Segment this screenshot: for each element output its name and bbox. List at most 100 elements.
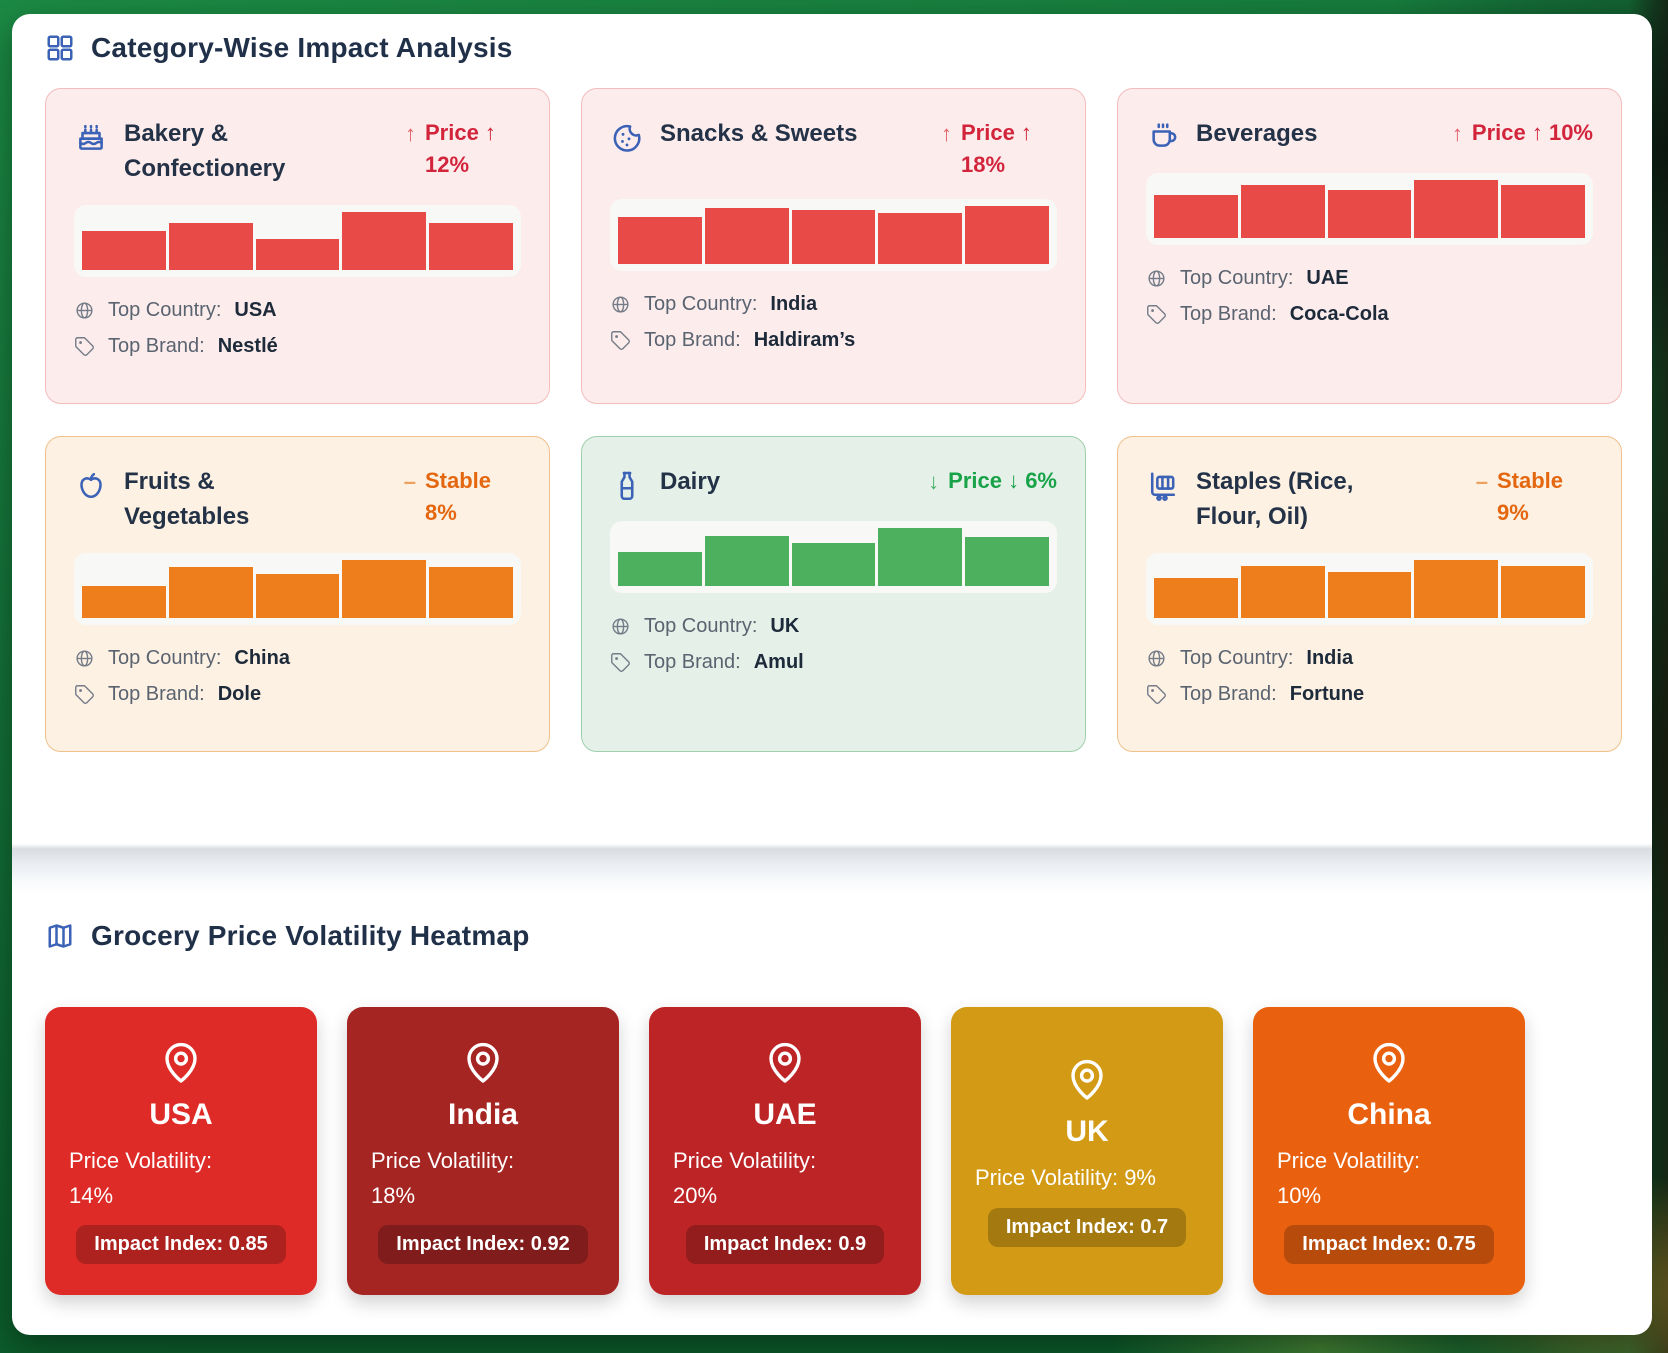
trend-up-icon: ↑ xyxy=(405,121,416,146)
impact-index-badge: Impact Index: 0.7 xyxy=(987,1207,1187,1247)
category-card-staples: Staples (Rice, Flour, Oil) – Stable 9% T… xyxy=(1117,436,1622,752)
top-country-label: Top Country: xyxy=(108,646,222,669)
price-volatility-text: Price Volatility: 14% xyxy=(69,1148,213,1208)
top-brand-value: Fortune xyxy=(1289,682,1365,705)
top-brand-value: Coca-Cola xyxy=(1289,303,1389,325)
impact-index-badge: Impact Index: 0.75 xyxy=(1284,1224,1494,1264)
mini-bar-chart xyxy=(74,552,521,625)
top-country-row: Top Country: India xyxy=(610,293,1057,316)
card-meta: Top Country: China Top Brand: Dole xyxy=(74,647,521,706)
trend-label: Price ↑ 12% xyxy=(425,120,496,177)
trend-up-icon: ↑ xyxy=(941,121,952,146)
location-pin-icon xyxy=(761,1038,809,1086)
top-country-row: Top Country: India xyxy=(1146,647,1593,670)
top-country-value: India xyxy=(770,292,818,315)
category-card-beverages: Beverages ↑ Price ↑ 10% Top Country: UAE xyxy=(1117,88,1622,404)
globe-icon xyxy=(74,300,95,321)
card-meta: Top Country: India Top Brand: Fortune xyxy=(1146,647,1593,706)
globe-icon xyxy=(1146,648,1167,669)
country-card-usa: USA Price Volatility: 14% Impact Index: … xyxy=(45,1007,317,1295)
trend-up-icon: ↑ xyxy=(1451,121,1463,146)
location-pin-icon xyxy=(459,1038,507,1086)
trend-badge: ↑ Price ↑ 12% xyxy=(405,117,521,181)
card-meta: Top Country: UK Top Brand: Amul xyxy=(610,615,1057,674)
top-brand-label: Top Brand: xyxy=(644,651,741,673)
tag-icon xyxy=(1146,304,1167,325)
category-title: Staples (Rice, Flour, Oil) xyxy=(1196,468,1354,530)
top-brand-value: Dole xyxy=(217,682,262,705)
top-country-value: China xyxy=(234,646,290,669)
grid-icon xyxy=(45,33,75,63)
tag-icon xyxy=(1146,684,1167,705)
milk-bottle-icon xyxy=(610,469,644,503)
category-card-dairy: Dairy ↓ Price ↓ 6% Top Country: UK xyxy=(581,436,1086,752)
impact-section-title: Category-Wise Impact Analysis xyxy=(91,32,513,63)
price-volatility-text: Price Volatility: 18% xyxy=(371,1148,515,1208)
cookie-icon xyxy=(610,121,644,155)
top-brand-label: Top Brand: xyxy=(108,334,205,357)
country-name: UAE xyxy=(753,1098,817,1132)
country-card-grid: USA Price Volatility: 14% Impact Index: … xyxy=(45,1007,1622,1295)
card-header: Beverages ↑ Price ↑ 10% xyxy=(1146,117,1593,155)
card-header: Fruits & Vegetables – Stable 8% xyxy=(74,465,521,535)
card-header: Bakery & Confectionery ↑ Price ↑ 12% xyxy=(74,117,521,187)
top-country-label: Top Country: xyxy=(1180,267,1294,289)
globe-icon xyxy=(610,294,631,315)
impact-index-badge: Impact Index: 0.9 xyxy=(685,1224,885,1264)
category-card-fruits-vegetables: Fruits & Vegetables – Stable 8% Top Coun… xyxy=(45,436,550,752)
country-card-uk: UK Price Volatility: 9% Impact Index: 0.… xyxy=(951,1007,1223,1295)
section-divider xyxy=(12,804,1652,894)
top-country-label: Top Country: xyxy=(644,615,758,637)
tag-icon xyxy=(74,336,95,357)
top-brand-value: Nestlé xyxy=(217,334,278,357)
top-country-row: Top Country: China xyxy=(74,647,521,670)
category-title: Fruits & Vegetables xyxy=(124,468,250,530)
shopping-cart-icon xyxy=(1146,469,1180,503)
impact-section-header: Category-Wise Impact Analysis xyxy=(45,32,1622,64)
card-header: Staples (Rice, Flour, Oil) – Stable 9% xyxy=(1146,465,1593,535)
trend-label: Price ↓ 6% xyxy=(948,468,1057,493)
trend-down-icon: ↓ xyxy=(928,469,940,494)
trend-stable-icon: – xyxy=(1475,469,1488,494)
country-name: USA xyxy=(149,1098,213,1132)
heatmap-section-title: Grocery Price Volatility Heatmap xyxy=(91,920,530,951)
location-pin-icon xyxy=(1365,1038,1413,1086)
category-card-snacks-sweets: Snacks & Sweets ↑ Price ↑ 18% Top Countr… xyxy=(581,88,1086,404)
mini-bar-chart xyxy=(610,521,1057,593)
top-country-value: UAE xyxy=(1306,267,1349,289)
cake-icon xyxy=(74,121,108,155)
card-header: Dairy ↓ Price ↓ 6% xyxy=(610,465,1057,503)
top-brand-label: Top Brand: xyxy=(1180,682,1277,705)
country-card-uae: UAE Price Volatility: 20% Impact Index: … xyxy=(649,1007,921,1295)
category-card-grid: Bakery & Confectionery ↑ Price ↑ 12% Top… xyxy=(45,88,1622,752)
price-volatility-text: Price Volatility: 20% xyxy=(673,1148,817,1208)
top-brand-label: Top Brand: xyxy=(1180,303,1277,325)
location-pin-icon xyxy=(157,1038,205,1086)
mini-bar-chart xyxy=(610,198,1057,271)
top-country-value: USA xyxy=(234,298,277,321)
impact-index-badge: Impact Index: 0.92 xyxy=(378,1224,588,1264)
country-card-china: China Price Volatility: 10% Impact Index… xyxy=(1253,1007,1525,1295)
top-brand-row: Top Brand: Nestlé xyxy=(74,335,521,358)
country-name: China xyxy=(1347,1098,1431,1132)
globe-icon xyxy=(74,648,95,669)
mini-bar-chart xyxy=(1146,552,1593,625)
top-brand-row: Top Brand: Coca-Cola xyxy=(1146,303,1593,326)
top-brand-row: Top Brand: Fortune xyxy=(1146,683,1593,706)
mini-bar-chart xyxy=(74,204,521,277)
trend-badge: ↑ Price ↑ 18% xyxy=(941,117,1057,181)
trend-badge: – Stable 8% xyxy=(404,465,521,529)
trend-badge: ↓ Price ↓ 6% xyxy=(928,465,1057,498)
top-country-row: Top Country: USA xyxy=(74,299,521,322)
mini-bar-chart xyxy=(1146,173,1593,245)
top-country-label: Top Country: xyxy=(1180,646,1294,669)
location-pin-icon xyxy=(1063,1055,1111,1103)
category-title: Bakery & Confectionery xyxy=(124,120,286,182)
top-brand-label: Top Brand: xyxy=(108,682,205,705)
volatility-heatmap-section: Grocery Price Volatility Heatmap USA Pri… xyxy=(12,894,1652,1319)
country-name: India xyxy=(447,1098,518,1132)
top-brand-value: Amul xyxy=(753,651,804,673)
map-icon xyxy=(45,921,75,951)
tag-icon xyxy=(74,684,95,705)
trend-label: Price ↑ 10% xyxy=(1471,120,1593,145)
